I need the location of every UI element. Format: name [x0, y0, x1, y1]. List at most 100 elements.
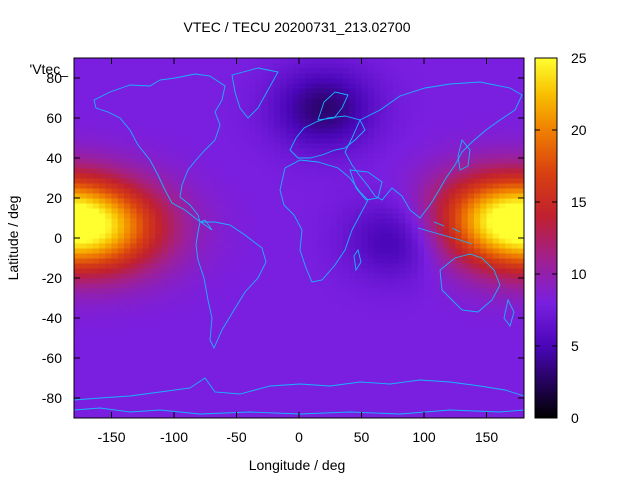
heatmap-cell [374, 158, 381, 164]
heatmap-cell [242, 128, 250, 134]
heatmap-cell [474, 143, 481, 149]
heatmap-cell [417, 83, 425, 89]
heatmap-cell [186, 383, 194, 389]
heatmap-cell [292, 348, 300, 354]
heatmap-cell [117, 263, 125, 269]
heatmap-cell [92, 248, 100, 254]
heatmap-cell [449, 258, 456, 264]
heatmap-cell [292, 158, 300, 164]
heatmap-cell [342, 213, 350, 219]
heatmap-cell [224, 113, 231, 119]
heatmap-cell [142, 73, 150, 79]
heatmap-cell [517, 268, 524, 274]
heatmap-cell [180, 268, 187, 274]
heatmap-cell [455, 343, 462, 349]
heatmap-cell [349, 158, 356, 164]
heatmap-cell [467, 73, 475, 79]
heatmap-cell [149, 173, 156, 179]
heatmap-cell [149, 123, 156, 129]
heatmap-cell [280, 108, 287, 114]
heatmap-cell [192, 138, 200, 144]
heatmap-cell [336, 333, 344, 339]
heatmap-cell [186, 343, 194, 349]
heatmap-cell [174, 393, 181, 399]
heatmap-cell [436, 213, 444, 219]
heatmap-cell [136, 368, 144, 374]
heatmap-cell [405, 358, 412, 364]
heatmap-cell [86, 313, 94, 319]
heatmap-cell [192, 68, 200, 74]
heatmap-cell [392, 108, 400, 114]
heatmap-cell [324, 93, 331, 99]
heatmap-cell [236, 263, 244, 269]
heatmap-cell [305, 223, 312, 229]
heatmap-cell [117, 318, 125, 324]
heatmap-cell [111, 283, 119, 289]
heatmap-cell [74, 378, 81, 384]
heatmap-cell [274, 98, 281, 104]
heatmap-cell [99, 373, 106, 379]
heatmap-cell [474, 413, 481, 418]
heatmap-cell [430, 228, 437, 234]
heatmap-cell [255, 208, 262, 214]
heatmap-cell [480, 138, 487, 144]
heatmap-cell [392, 258, 400, 264]
heatmap-cell [130, 198, 137, 204]
heatmap-cell [461, 78, 469, 84]
heatmap-cell [111, 288, 119, 294]
heatmap-cell [236, 73, 244, 79]
heatmap-cell [374, 348, 381, 354]
heatmap-cell [424, 333, 431, 339]
heatmap-cell [280, 78, 287, 84]
heatmap-cell [280, 178, 287, 184]
heatmap-cell [267, 243, 275, 249]
heatmap-cell [192, 158, 200, 164]
heatmap-cell [505, 343, 512, 349]
heatmap-cell [236, 113, 244, 119]
heatmap-cell [217, 103, 225, 109]
heatmap-cell [517, 143, 524, 149]
heatmap-cell [74, 128, 81, 134]
heatmap-cell [174, 368, 181, 374]
heatmap-cell [330, 283, 337, 289]
heatmap-cell [167, 218, 175, 224]
heatmap-cell [86, 338, 94, 344]
heatmap-cell [211, 108, 219, 114]
heatmap-cell [424, 308, 431, 314]
heatmap-cell [399, 288, 406, 294]
heatmap-cell [186, 98, 194, 104]
heatmap-cell [324, 293, 331, 299]
heatmap-cell [436, 183, 444, 189]
heatmap-cell [342, 218, 350, 224]
heatmap-cell [311, 353, 319, 359]
heatmap-cell [255, 328, 262, 334]
heatmap-cell [324, 228, 331, 234]
heatmap-cell [355, 88, 362, 94]
heatmap-cell [474, 178, 481, 184]
heatmap-cell [92, 358, 100, 364]
heatmap-cell [305, 248, 312, 254]
heatmap-cell [374, 123, 381, 129]
heatmap-cell [217, 143, 225, 149]
heatmap-cell [236, 168, 244, 174]
heatmap-cell [399, 278, 406, 284]
heatmap-cell [349, 373, 356, 379]
heatmap-cell [436, 388, 444, 394]
heatmap-cell [411, 183, 419, 189]
heatmap-cell [292, 333, 300, 339]
heatmap-cell [92, 293, 100, 299]
heatmap-cell [199, 73, 206, 79]
heatmap-cell [417, 103, 425, 109]
heatmap-cell [274, 213, 281, 219]
heatmap-cell [255, 213, 262, 219]
heatmap-cell [467, 233, 475, 239]
heatmap-cell [199, 83, 206, 89]
heatmap-cell [280, 223, 287, 229]
heatmap-cell [474, 213, 481, 219]
heatmap-cell [311, 108, 319, 114]
heatmap-cell [317, 103, 325, 109]
heatmap-cell [330, 248, 337, 254]
heatmap-cell [155, 283, 162, 289]
heatmap-cell [361, 273, 369, 279]
heatmap-cell [449, 228, 456, 234]
